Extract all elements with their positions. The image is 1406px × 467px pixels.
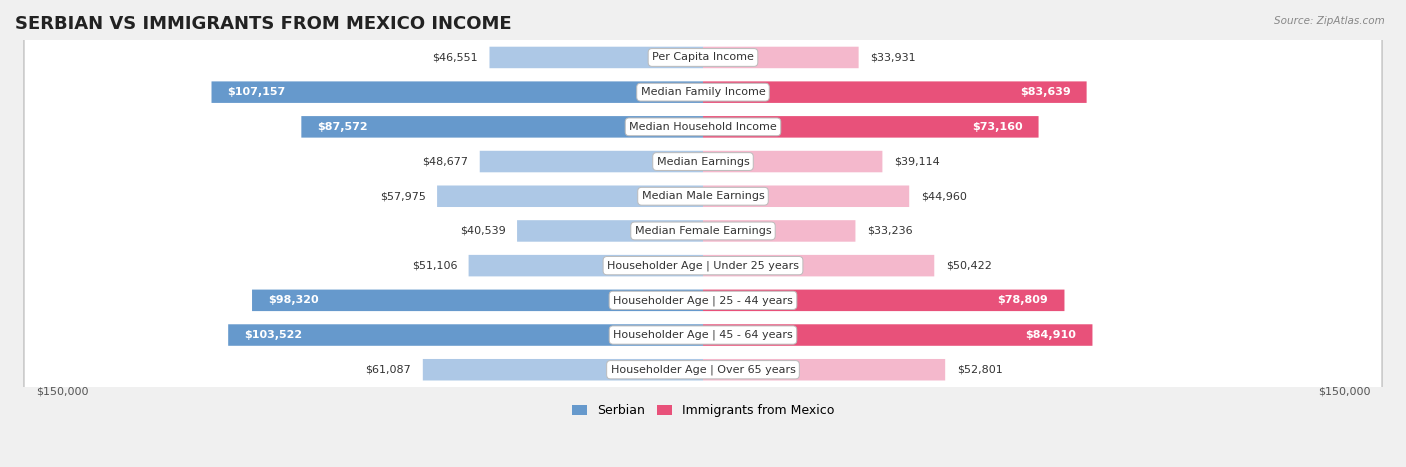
Text: $73,160: $73,160 <box>972 122 1022 132</box>
Text: Householder Age | 45 - 64 years: Householder Age | 45 - 64 years <box>613 330 793 340</box>
Text: $84,910: $84,910 <box>1025 330 1077 340</box>
Text: $46,551: $46,551 <box>433 52 478 63</box>
Text: $150,000: $150,000 <box>1317 387 1371 396</box>
Text: Householder Age | Under 25 years: Householder Age | Under 25 years <box>607 261 799 271</box>
Text: Median Male Earnings: Median Male Earnings <box>641 191 765 201</box>
FancyBboxPatch shape <box>24 0 1382 467</box>
Text: $33,236: $33,236 <box>868 226 912 236</box>
Text: $48,677: $48,677 <box>422 156 468 167</box>
FancyBboxPatch shape <box>24 0 1382 467</box>
Text: Median Female Earnings: Median Female Earnings <box>634 226 772 236</box>
FancyBboxPatch shape <box>211 81 703 103</box>
Legend: Serbian, Immigrants from Mexico: Serbian, Immigrants from Mexico <box>567 399 839 423</box>
Text: $33,931: $33,931 <box>870 52 915 63</box>
FancyBboxPatch shape <box>703 47 859 68</box>
Text: $150,000: $150,000 <box>35 387 89 396</box>
FancyBboxPatch shape <box>301 116 703 138</box>
Text: $78,809: $78,809 <box>998 295 1049 305</box>
Text: $50,422: $50,422 <box>946 261 991 271</box>
FancyBboxPatch shape <box>24 0 1382 467</box>
FancyBboxPatch shape <box>24 0 1382 467</box>
FancyBboxPatch shape <box>24 0 1382 467</box>
FancyBboxPatch shape <box>24 0 1382 467</box>
Text: $83,639: $83,639 <box>1019 87 1070 97</box>
FancyBboxPatch shape <box>703 116 1039 138</box>
FancyBboxPatch shape <box>24 0 1382 467</box>
FancyBboxPatch shape <box>423 359 703 381</box>
FancyBboxPatch shape <box>489 47 703 68</box>
FancyBboxPatch shape <box>703 81 1087 103</box>
Text: $40,539: $40,539 <box>460 226 506 236</box>
Text: Median Household Income: Median Household Income <box>628 122 778 132</box>
Text: $107,157: $107,157 <box>228 87 285 97</box>
Text: Householder Age | 25 - 44 years: Householder Age | 25 - 44 years <box>613 295 793 305</box>
FancyBboxPatch shape <box>703 151 883 172</box>
FancyBboxPatch shape <box>703 220 855 242</box>
Text: SERBIAN VS IMMIGRANTS FROM MEXICO INCOME: SERBIAN VS IMMIGRANTS FROM MEXICO INCOME <box>15 15 512 33</box>
Text: $51,106: $51,106 <box>412 261 457 271</box>
Text: Householder Age | Over 65 years: Householder Age | Over 65 years <box>610 364 796 375</box>
FancyBboxPatch shape <box>479 151 703 172</box>
FancyBboxPatch shape <box>703 290 1064 311</box>
FancyBboxPatch shape <box>517 220 703 242</box>
FancyBboxPatch shape <box>703 185 910 207</box>
FancyBboxPatch shape <box>228 324 703 346</box>
Text: Per Capita Income: Per Capita Income <box>652 52 754 63</box>
Text: $61,087: $61,087 <box>366 365 412 375</box>
FancyBboxPatch shape <box>24 0 1382 467</box>
FancyBboxPatch shape <box>468 255 703 276</box>
FancyBboxPatch shape <box>703 255 934 276</box>
Text: $44,960: $44,960 <box>921 191 966 201</box>
Text: $87,572: $87,572 <box>318 122 368 132</box>
FancyBboxPatch shape <box>437 185 703 207</box>
Text: $57,975: $57,975 <box>380 191 426 201</box>
Text: $39,114: $39,114 <box>894 156 939 167</box>
Text: $52,801: $52,801 <box>956 365 1002 375</box>
FancyBboxPatch shape <box>703 359 945 381</box>
FancyBboxPatch shape <box>252 290 703 311</box>
FancyBboxPatch shape <box>703 324 1092 346</box>
Text: Median Earnings: Median Earnings <box>657 156 749 167</box>
Text: Median Family Income: Median Family Income <box>641 87 765 97</box>
FancyBboxPatch shape <box>24 0 1382 467</box>
Text: $103,522: $103,522 <box>245 330 302 340</box>
FancyBboxPatch shape <box>24 0 1382 467</box>
Text: Source: ZipAtlas.com: Source: ZipAtlas.com <box>1274 16 1385 26</box>
Text: $98,320: $98,320 <box>269 295 319 305</box>
